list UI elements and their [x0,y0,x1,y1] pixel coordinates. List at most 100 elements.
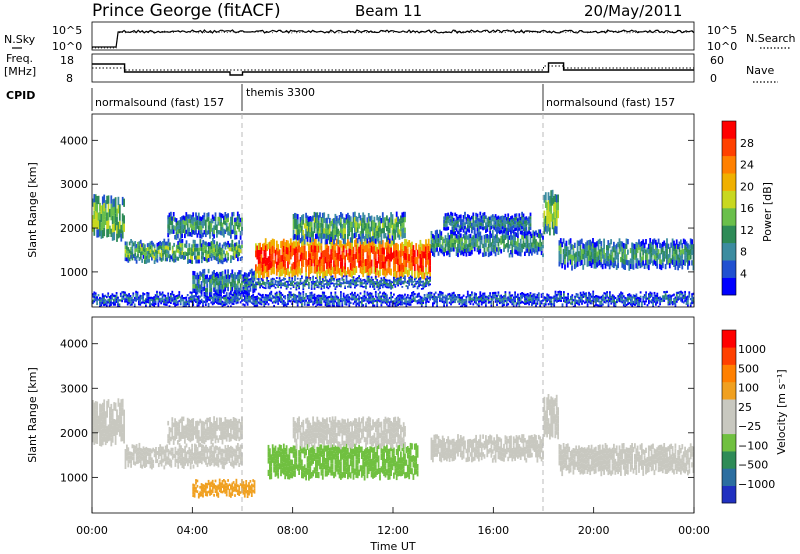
heat-cell [181,299,183,302]
heat-cell [444,220,447,224]
heat-cell [466,214,469,218]
heat-cell [142,243,145,247]
heat-cell [175,301,178,304]
heat-cell [525,219,528,224]
heat-cell [543,296,546,299]
heat-cell [309,216,312,222]
heat-cell [391,219,394,225]
heat-cell [557,210,559,219]
heat-cell [659,263,661,270]
heat-cell [504,227,507,232]
heat-cell [238,248,241,252]
heat-cell [337,278,340,281]
heat-cell [562,238,565,244]
heat-cell [197,274,200,280]
heat-cell [554,209,557,218]
heat-cell [109,225,111,234]
heat-cell [108,298,111,301]
heat-cell [359,301,362,304]
heat-cell [151,301,154,304]
heat-cell [281,268,284,276]
heat-cell [239,283,242,288]
heat-cell [479,295,482,298]
heat-cell [124,241,127,246]
heat-cell [148,258,150,263]
heat-cell [327,280,330,283]
heat-cell [458,218,461,222]
heat-cell [179,298,182,301]
heat-cell [101,204,104,214]
heat-cell [264,302,267,305]
heat-cell [656,252,659,259]
heat-cell [482,223,484,227]
heat-cell [629,258,632,264]
heat-cell [321,280,324,282]
heat-cell [528,226,530,231]
heat-cell [96,298,98,301]
heat-cell [597,300,600,303]
heat-cell [451,212,454,217]
heat-cell [675,255,678,261]
heat-cell [625,243,628,250]
heat-cell [579,296,582,299]
heat-cell [400,298,402,302]
heat-cell [323,233,326,239]
heat-cell [179,300,182,304]
heat-cell [302,291,305,294]
heat-cell [284,263,287,271]
heat-cell [203,277,206,283]
heat-cell [227,217,229,222]
heat-cell [281,282,284,285]
heat-cell [328,261,331,269]
heat-cell [184,233,186,239]
heat-cell [674,254,677,260]
heat-cell [363,297,366,300]
heat-cell [379,287,381,290]
heat-cell [228,300,231,303]
heat-cell [585,252,587,259]
heat-cell [510,236,512,242]
heat-cell [355,231,358,238]
heat-cell [459,237,462,243]
heat-cell [299,227,302,233]
heat-cell [225,292,228,297]
heat-cell [227,213,229,218]
heat-cell [575,295,578,298]
heat-cell [312,231,314,237]
heat-cell [528,219,530,224]
heat-cell [220,276,222,281]
heat-cell [360,281,363,284]
heat-cell [622,243,625,249]
heat-cell [558,245,561,251]
heat-cell [354,232,356,239]
heat-cell [296,283,299,285]
heat-cell [457,248,459,253]
heat-cell [503,234,505,239]
heat-cell [600,246,603,252]
heat-cell [525,244,528,249]
heat-cell [234,230,236,236]
heat-cell [331,277,334,279]
heat-cell [134,252,137,257]
heat-cell [131,296,133,300]
heat-cell [395,222,398,228]
heat-cell [195,294,197,297]
heat-cell [238,278,241,284]
heat-cell [533,293,536,296]
heat-cell [171,299,174,302]
heat-cell [515,216,518,221]
heat-cell [406,300,409,303]
heat-cell [425,285,427,287]
heat-cell [650,252,653,258]
heat-cell [220,230,222,236]
heat-cell [234,300,236,303]
heat-cell [373,216,376,222]
heat-cell [615,243,618,249]
freq-series [92,62,694,76]
heat-cell [599,303,601,306]
heat-cell [192,247,195,252]
heat-cell [117,296,119,299]
heat-cell [390,280,392,283]
heat-cell [624,248,626,255]
heat-cell [621,246,624,252]
